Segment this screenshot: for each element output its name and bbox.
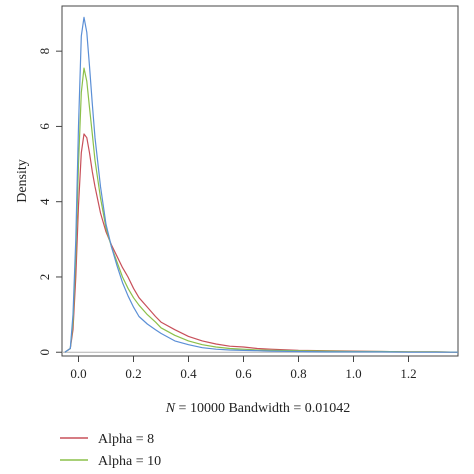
series-line-2 <box>64 67 459 353</box>
plot-frame <box>61 5 459 357</box>
x-axis-title-italic: N <box>165 401 176 416</box>
y-tick-label: 8 <box>37 48 52 55</box>
x-tick-label: 1.2 <box>400 366 416 381</box>
series-line-1 <box>64 133 459 353</box>
x-axis-title: N = 10000 Bandwidth = 0.01042 <box>165 401 351 416</box>
y-tick-label: 4 <box>37 198 52 205</box>
x-tick-label: 0.4 <box>180 366 197 381</box>
x-axis-title-rest: = 10000 Bandwidth = 0.01042 <box>175 401 350 416</box>
legend-label-2: Alpha = 10 <box>98 454 161 469</box>
x-tick-label: 0.0 <box>70 366 86 381</box>
plot-area <box>61 5 459 357</box>
x-tick-label: 0.6 <box>235 366 252 381</box>
y-tick-label: 2 <box>37 274 52 281</box>
y-axis: 0 2 4 6 8 <box>37 48 62 356</box>
y-axis-title: Density <box>15 159 30 203</box>
legend: Alpha = 8 Alpha = 10 <box>60 432 161 469</box>
x-tick-label: 1.0 <box>345 366 361 381</box>
y-tick-label: 6 <box>37 123 52 130</box>
y-tick-label: 0 <box>37 349 52 356</box>
x-tick-label: 0.8 <box>290 366 306 381</box>
x-axis: 0.0 0.2 0.4 0.6 0.8 1.0 1.2 <box>70 356 417 381</box>
series-layer <box>64 16 459 353</box>
series-line-3 <box>64 16 458 353</box>
legend-label-1: Alpha = 8 <box>98 432 154 447</box>
x-tick-label: 0.2 <box>125 366 141 381</box>
